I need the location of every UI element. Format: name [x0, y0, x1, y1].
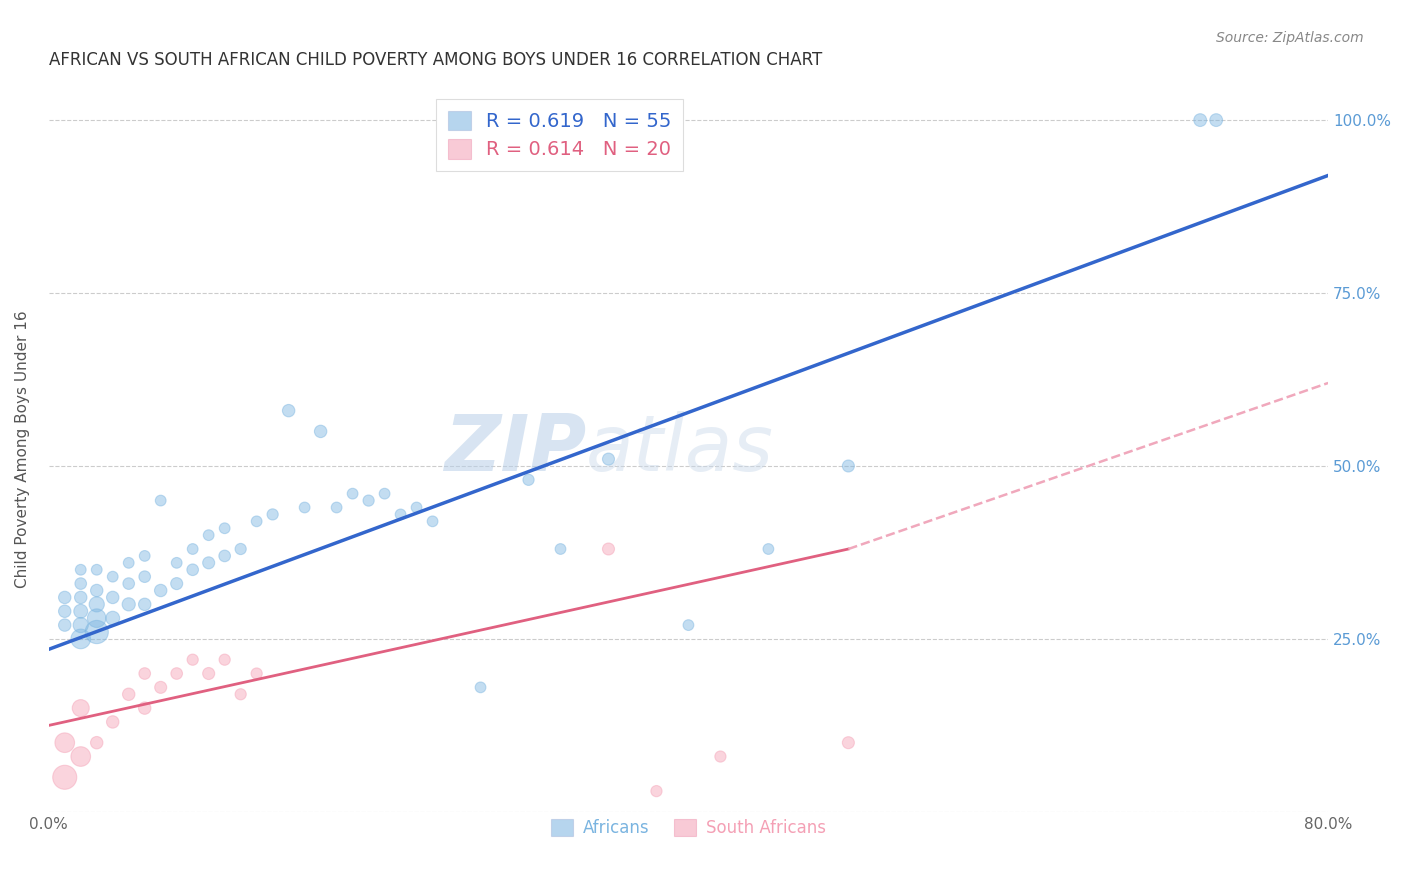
Point — [69, 749, 91, 764]
Point — [758, 541, 780, 556]
Point — [134, 666, 156, 681]
Point — [101, 714, 124, 729]
Point — [69, 563, 91, 577]
Point — [197, 528, 219, 542]
Point — [53, 618, 76, 632]
Point — [118, 576, 141, 591]
Point — [149, 583, 172, 598]
Point — [69, 632, 91, 646]
Point — [86, 611, 108, 625]
Point — [246, 666, 269, 681]
Point — [405, 500, 427, 515]
Point — [1205, 113, 1227, 128]
Point — [262, 508, 284, 522]
Point — [342, 486, 364, 500]
Point — [181, 653, 204, 667]
Point — [709, 749, 731, 764]
Point — [69, 701, 91, 715]
Point — [86, 583, 108, 598]
Point — [294, 500, 316, 515]
Point — [166, 556, 188, 570]
Point — [86, 563, 108, 577]
Point — [197, 666, 219, 681]
Text: atlas: atlas — [586, 410, 773, 487]
Point — [86, 736, 108, 750]
Point — [134, 569, 156, 583]
Point — [118, 556, 141, 570]
Point — [837, 458, 859, 473]
Point — [181, 541, 204, 556]
Point — [101, 569, 124, 583]
Legend: Africans, South Africans: Africans, South Africans — [544, 812, 832, 844]
Point — [86, 598, 108, 612]
Point — [837, 736, 859, 750]
Point — [678, 618, 700, 632]
Point — [645, 784, 668, 798]
Point — [69, 576, 91, 591]
Point — [517, 473, 540, 487]
Point — [214, 549, 236, 563]
Point — [422, 514, 444, 528]
Point — [53, 736, 76, 750]
Point — [229, 687, 252, 701]
Point — [309, 425, 332, 439]
Point — [53, 770, 76, 784]
Point — [374, 486, 396, 500]
Point — [389, 508, 412, 522]
Text: ZIP: ZIP — [444, 410, 586, 487]
Point — [598, 452, 620, 467]
Text: Source: ZipAtlas.com: Source: ZipAtlas.com — [1216, 31, 1364, 45]
Point — [246, 514, 269, 528]
Point — [134, 549, 156, 563]
Point — [166, 666, 188, 681]
Point — [197, 556, 219, 570]
Point — [69, 604, 91, 618]
Point — [53, 591, 76, 605]
Point — [69, 618, 91, 632]
Point — [181, 563, 204, 577]
Point — [550, 541, 572, 556]
Point — [118, 687, 141, 701]
Point — [134, 598, 156, 612]
Point — [229, 541, 252, 556]
Point — [118, 598, 141, 612]
Point — [357, 493, 380, 508]
Point — [325, 500, 347, 515]
Text: AFRICAN VS SOUTH AFRICAN CHILD POVERTY AMONG BOYS UNDER 16 CORRELATION CHART: AFRICAN VS SOUTH AFRICAN CHILD POVERTY A… — [49, 51, 823, 69]
Point — [166, 576, 188, 591]
Point — [101, 591, 124, 605]
Point — [1189, 113, 1212, 128]
Point — [214, 653, 236, 667]
Point — [53, 604, 76, 618]
Point — [149, 681, 172, 695]
Point — [598, 541, 620, 556]
Point — [214, 521, 236, 535]
Point — [69, 591, 91, 605]
Point — [134, 701, 156, 715]
Point — [149, 493, 172, 508]
Point — [470, 681, 492, 695]
Point — [277, 403, 299, 417]
Y-axis label: Child Poverty Among Boys Under 16: Child Poverty Among Boys Under 16 — [15, 310, 30, 588]
Point — [86, 625, 108, 640]
Point — [101, 611, 124, 625]
